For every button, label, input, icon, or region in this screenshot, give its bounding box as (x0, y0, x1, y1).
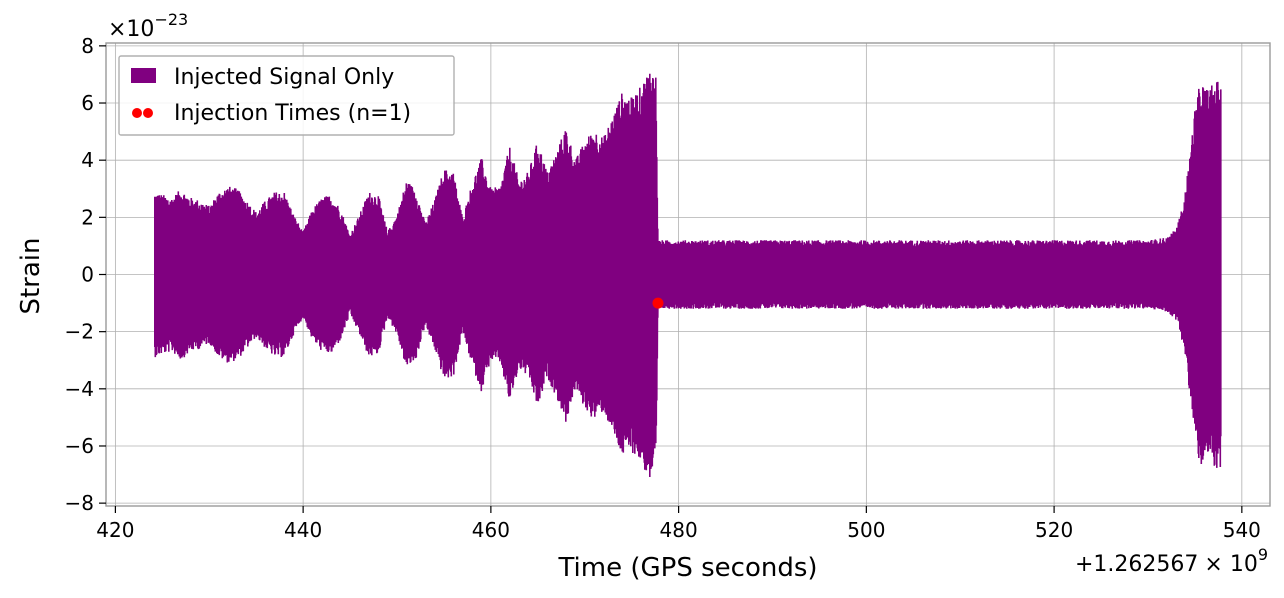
legend: Injected Signal Only Injection Times (n=… (118, 55, 455, 136)
signal-trace (154, 73, 1222, 478)
y-scale-base: ×10 (108, 17, 154, 42)
x-tick-label: 480 (660, 518, 698, 542)
legend-swatch-signal (131, 68, 156, 83)
x-axis-label: Time (GPS seconds) (557, 553, 817, 583)
x-tick-label: 420 (96, 518, 134, 542)
y-tick-label: −8 (65, 491, 94, 515)
y-tick-label: 8 (81, 34, 94, 58)
y-scale-exponent: −23 (154, 10, 188, 29)
y-tick-label: −4 (65, 377, 94, 401)
legend-marker-injection (132, 108, 142, 118)
legend-box (118, 55, 455, 136)
y-axis-label: Strain (16, 237, 46, 314)
x-tick-label: 540 (1223, 518, 1261, 542)
injection-point (652, 297, 664, 309)
x-offset-label: +1.262567 × 109 (1075, 545, 1268, 577)
y-tick-label: 6 (81, 91, 94, 115)
y-tick-label: 4 (81, 148, 94, 172)
y-tick-label: −2 (65, 320, 94, 344)
legend-label-injection: Injection Times (n=1) (174, 101, 411, 126)
injection-markers (652, 297, 664, 309)
legend-marker-injection (143, 108, 153, 118)
y-tick-label: −6 (65, 434, 94, 458)
x-tick-label: 440 (284, 518, 322, 542)
x-ticks: 420 440 460 480 500 520 540 (96, 506, 1261, 542)
legend-label-signal: Injected Signal Only (174, 65, 394, 90)
x-offset-exponent: 9 (1258, 545, 1268, 564)
y-ticks: −8 −6 −4 −2 0 2 4 6 8 (65, 34, 106, 515)
y-tick-label: 2 (81, 205, 94, 229)
y-tick-label: 0 (81, 263, 94, 287)
y-scale-multiplier: ×10−23 (108, 10, 188, 42)
x-offset-base: × 10 (1204, 552, 1257, 577)
x-offset-value: +1.262567 (1075, 552, 1198, 577)
signal-line (154, 73, 1222, 478)
x-tick-label: 460 (472, 518, 510, 542)
x-tick-label: 520 (1035, 518, 1073, 542)
x-tick-label: 500 (847, 518, 885, 542)
